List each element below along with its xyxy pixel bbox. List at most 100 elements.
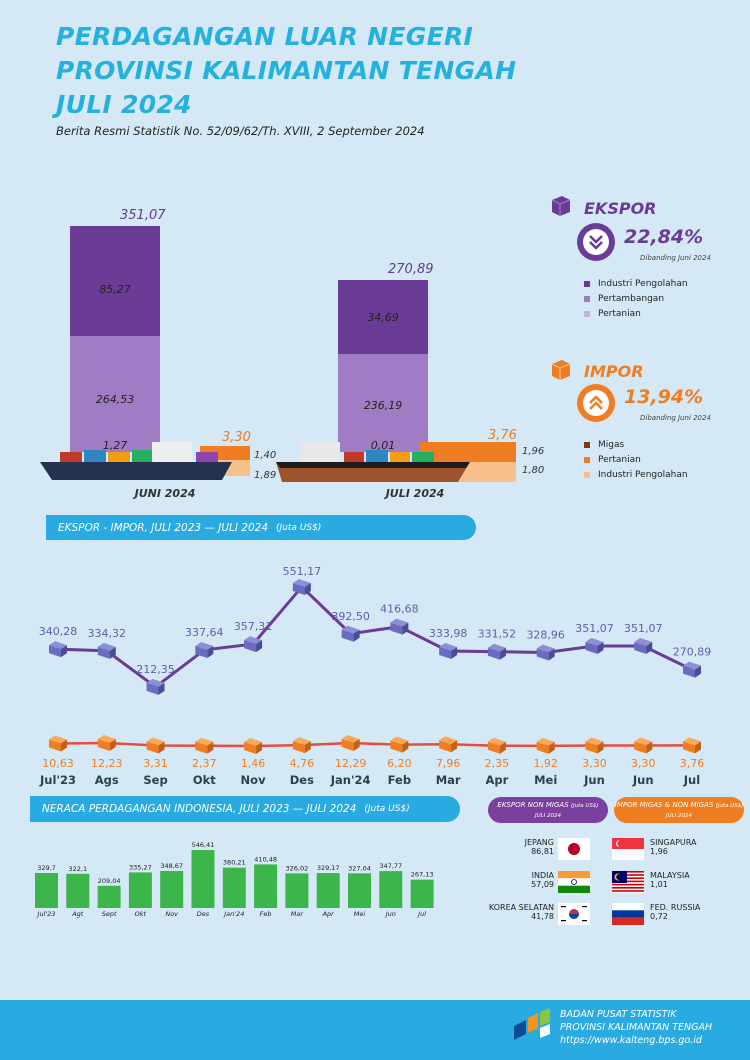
korea-flag-icon xyxy=(558,903,590,925)
juni-industri-value: 85,27 xyxy=(99,283,131,296)
partner-singapura: SINGAPURA 1,96 xyxy=(650,838,697,856)
neraca-bar xyxy=(66,873,90,908)
ekspor-point-label: 392,50 xyxy=(331,610,370,623)
impor-point-cube xyxy=(634,737,653,754)
russia-flag-icon xyxy=(612,903,644,925)
juni-impor-a: 1,40 xyxy=(254,450,277,461)
impor-point-cube xyxy=(390,736,409,753)
neraca-bar xyxy=(97,885,121,908)
ekspor-point-label: 340,28 xyxy=(39,625,78,638)
juli-pertambangan-value: 236,19 xyxy=(363,399,403,412)
juli-industri-value: 34,69 xyxy=(367,311,399,324)
title-line-2: PROVINSI KALIMANTAN TENGAH xyxy=(56,56,517,85)
juni-pertanian-value: 1,27 xyxy=(102,439,128,452)
impor-point-label: 7,96 xyxy=(436,757,461,770)
juli-ekspor-total: 270,89 xyxy=(388,262,434,277)
x-tick-label: Ags xyxy=(95,773,119,787)
ekspor-point-cube xyxy=(634,637,653,654)
neraca-x-label: Feb xyxy=(260,910,272,918)
impor-point-cube xyxy=(49,735,67,752)
neraca-bar-value: 347,77 xyxy=(379,862,402,870)
neraca-x-label: Jun xyxy=(384,910,396,918)
juni-impor-b: 1,89 xyxy=(254,470,277,481)
neraca-bar-value: 267,13 xyxy=(411,871,434,879)
x-tick-label: Mar xyxy=(436,773,461,787)
arrow-down-icon xyxy=(577,223,615,261)
partner-jepang: JEPANG 86,81 xyxy=(524,838,554,856)
ekspor-point-label: 334,32 xyxy=(88,627,127,640)
impor-point-cube xyxy=(683,737,701,754)
ekspor-point-cube xyxy=(146,678,165,695)
impor-title: IMPOR xyxy=(584,362,644,381)
impor-point-label: 1,46 xyxy=(241,757,266,770)
impor-migas-pill: IMPOR MIGAS & NON MIGAS (Juta US$) JULI … xyxy=(614,797,744,823)
neraca-bar xyxy=(285,873,309,908)
neraca-bar xyxy=(379,871,403,908)
partner-malaysia: MALAYSIA 1,01 xyxy=(650,871,690,889)
neraca-x-label: Jul xyxy=(416,910,426,918)
ekspor-impor-header: EKSPOR - IMPOR, JULI 2023 — JULI 2024 (J… xyxy=(46,515,476,540)
juli-industri-bar xyxy=(338,280,428,354)
title-line-3: JULI 2024 xyxy=(56,90,192,119)
impor-point-label: 2,35 xyxy=(485,757,510,770)
partner-russia: FED. RUSSIA 0,72 xyxy=(650,903,701,921)
ekspor-point-cube xyxy=(487,643,506,660)
impor-legend: Migas Pertanian Industri Pengolahan xyxy=(584,437,688,482)
juni-pertambangan-bar xyxy=(70,336,160,452)
x-tick-label: Des xyxy=(290,773,314,787)
juli-impor-total: 3,76 xyxy=(488,428,517,443)
x-tick-label: Jun xyxy=(632,773,654,787)
ekspor-point-cube xyxy=(585,637,604,654)
x-tick-label: Okt xyxy=(193,773,216,787)
impor-point-cube xyxy=(97,735,116,752)
impor-point-cube xyxy=(292,737,311,754)
neraca-bar xyxy=(316,873,340,908)
legend-item: Industri Pengolahan xyxy=(584,467,688,482)
ekspor-point-cube xyxy=(195,641,214,658)
footer-url[interactable]: https://www.kalteng.bps.go.id xyxy=(560,1035,702,1046)
impor-point-label: 4,76 xyxy=(290,757,315,770)
ekspor-point-label: 328,96 xyxy=(526,628,565,641)
x-tick-label: Sep xyxy=(143,773,167,787)
ekspor-point-cube xyxy=(439,643,458,660)
malaysia-flag-icon xyxy=(612,871,644,893)
singapore-flag-icon xyxy=(612,838,644,860)
impor-point-label: 1,92 xyxy=(533,757,558,770)
ekspor-point-cube xyxy=(292,578,311,595)
neraca-bar xyxy=(160,870,184,908)
ekspor-legend: Industri Pengolahan Pertambangan Pertani… xyxy=(584,276,688,321)
ekspor-point-cube xyxy=(97,642,116,659)
neraca-bar-value: 380,21 xyxy=(223,859,246,867)
neraca-bar-chart: 329,7 Jul'23 322,1 Agt 209,04 Sept 335,27 Okt 34… xyxy=(35,841,434,918)
impor-point-label: 12,29 xyxy=(335,757,367,770)
neraca-x-label: Mar xyxy=(291,910,305,918)
ekspor-point-label: 270,89 xyxy=(673,646,712,659)
neraca-bar-value: 329,17 xyxy=(317,864,340,872)
x-tick-label: Nov xyxy=(241,773,267,787)
impor-point-label: 3,30 xyxy=(582,757,607,770)
neraca-bar xyxy=(222,867,246,908)
neraca-bar xyxy=(35,873,58,908)
x-tick-label: Jul xyxy=(683,773,700,787)
neraca-bar xyxy=(128,872,152,908)
ekspor-point-cube xyxy=(244,636,263,653)
legend-item: Migas xyxy=(584,437,688,452)
x-tick-label: Jun xyxy=(583,773,605,787)
ekspor-point-label: 416,68 xyxy=(380,603,419,616)
ekspor-note: Dibanding Juni 2024 xyxy=(640,254,711,262)
neraca-bar-value: 348,67 xyxy=(160,862,183,870)
neraca-bar-value: 326,02 xyxy=(286,864,309,872)
ekspor-point-label: 351,07 xyxy=(575,622,614,635)
neraca-x-label: Okt xyxy=(135,910,147,918)
impor-point-label: 3,31 xyxy=(143,757,168,770)
neraca-bar xyxy=(348,873,371,908)
ekspor-point-label: 337,64 xyxy=(185,626,224,639)
impor-note: Dibanding Juni 2024 xyxy=(640,414,711,422)
juli-label: JULI 2024 xyxy=(385,487,445,500)
japan-flag-icon xyxy=(558,838,590,860)
neraca-x-label: Mei xyxy=(354,910,366,918)
ekspor-point-cube xyxy=(536,644,555,661)
impor-point-cube xyxy=(536,737,555,754)
impor-point-label: 6,20 xyxy=(387,757,412,770)
x-tick-label: Feb xyxy=(388,773,411,787)
